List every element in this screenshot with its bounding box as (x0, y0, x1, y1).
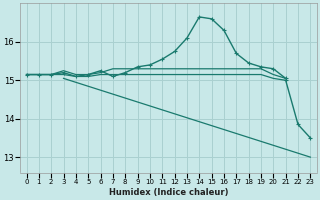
X-axis label: Humidex (Indice chaleur): Humidex (Indice chaleur) (109, 188, 228, 197)
